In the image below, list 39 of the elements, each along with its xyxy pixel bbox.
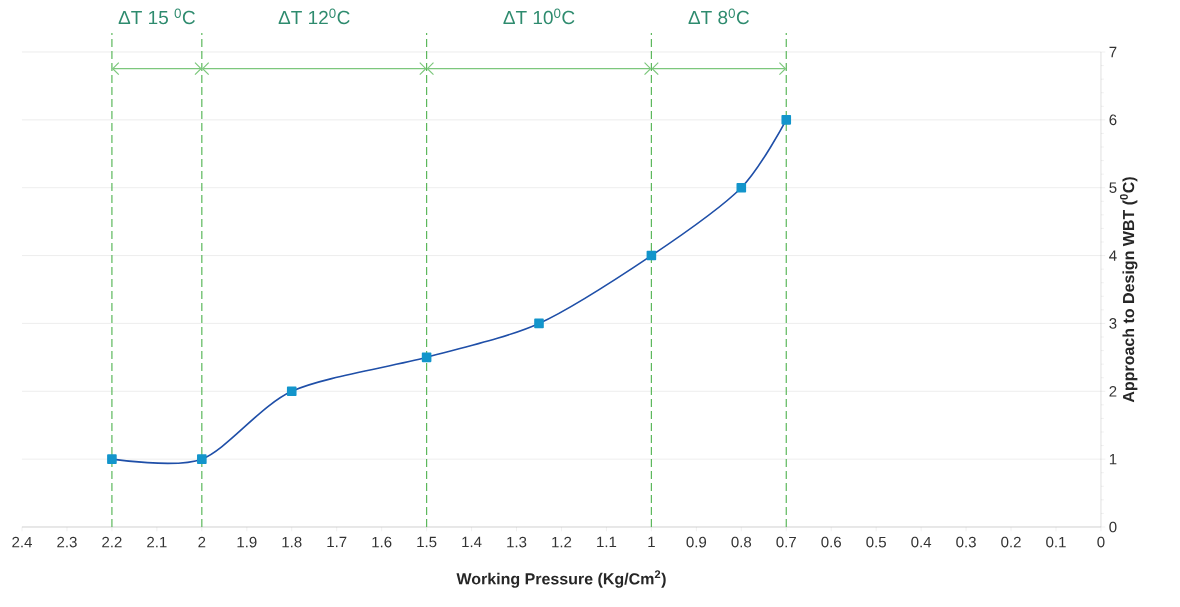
x-tick-label: 2.2 xyxy=(102,536,122,548)
x-tick-label: 0.8 xyxy=(731,536,752,548)
text: ΔT 15 $^{0}$C xyxy=(118,8,195,25)
x-tick-label: 2 xyxy=(198,536,206,548)
y-tick-label: 7 xyxy=(1109,46,1117,58)
y-tick-label: 4 xyxy=(1109,250,1117,261)
y-tick-label: 2 xyxy=(1109,386,1117,397)
text: ΔT 10$^{0}$C xyxy=(503,8,575,25)
x-tick-label: 0.7 xyxy=(776,536,796,548)
x-tick-label: 1.8 xyxy=(282,536,302,548)
x-tick-label: 1.5 xyxy=(417,536,437,548)
x-tick-label: 1.2 xyxy=(552,536,572,548)
y-tick-label: 0 xyxy=(1109,521,1117,533)
x-tick-label: 1.7 xyxy=(327,536,347,548)
y-tick-label: 3 xyxy=(1109,318,1117,329)
x-tick-label: 2.3 xyxy=(57,536,77,548)
text: ΔT 8$^{0}$C xyxy=(688,8,749,25)
x-tick-label: 1.3 xyxy=(507,536,527,548)
x-tick-label: 0.6 xyxy=(821,536,841,548)
x-tick-label: 1.1 xyxy=(597,536,617,548)
x-tick-label: 0.5 xyxy=(866,536,886,548)
x-tick-label: 2.4 xyxy=(12,536,32,548)
x-tick-label: 0.4 xyxy=(911,536,932,548)
y-axis-title: Approach to Design WBT ($^{0}$C) xyxy=(1119,177,1138,403)
text: ΔT 12$^{0}$C xyxy=(278,8,350,25)
x-tick-label: 1 xyxy=(648,536,655,548)
x-axis-title: Working Pressure (Kg/Cm$^{2}$) xyxy=(456,570,666,588)
x-tick-label: 0.3 xyxy=(956,536,976,548)
x-tick-label: 1.9 xyxy=(237,536,257,548)
x-tick-label: 1.4 xyxy=(462,536,482,548)
x-tick-label: 0.9 xyxy=(686,536,707,548)
x-tick-label: 2.1 xyxy=(147,536,167,548)
y-tick-label: 5 xyxy=(1109,182,1117,193)
x-tick-label: 0 xyxy=(1097,536,1105,548)
x-tick-label: 0.1 xyxy=(1046,536,1066,548)
x-tick-label: 0.2 xyxy=(1001,536,1021,548)
y-tick-label: 6 xyxy=(1109,114,1117,126)
x-tick-label: 1.6 xyxy=(372,536,392,548)
y-tick-label: 1 xyxy=(1109,453,1117,465)
